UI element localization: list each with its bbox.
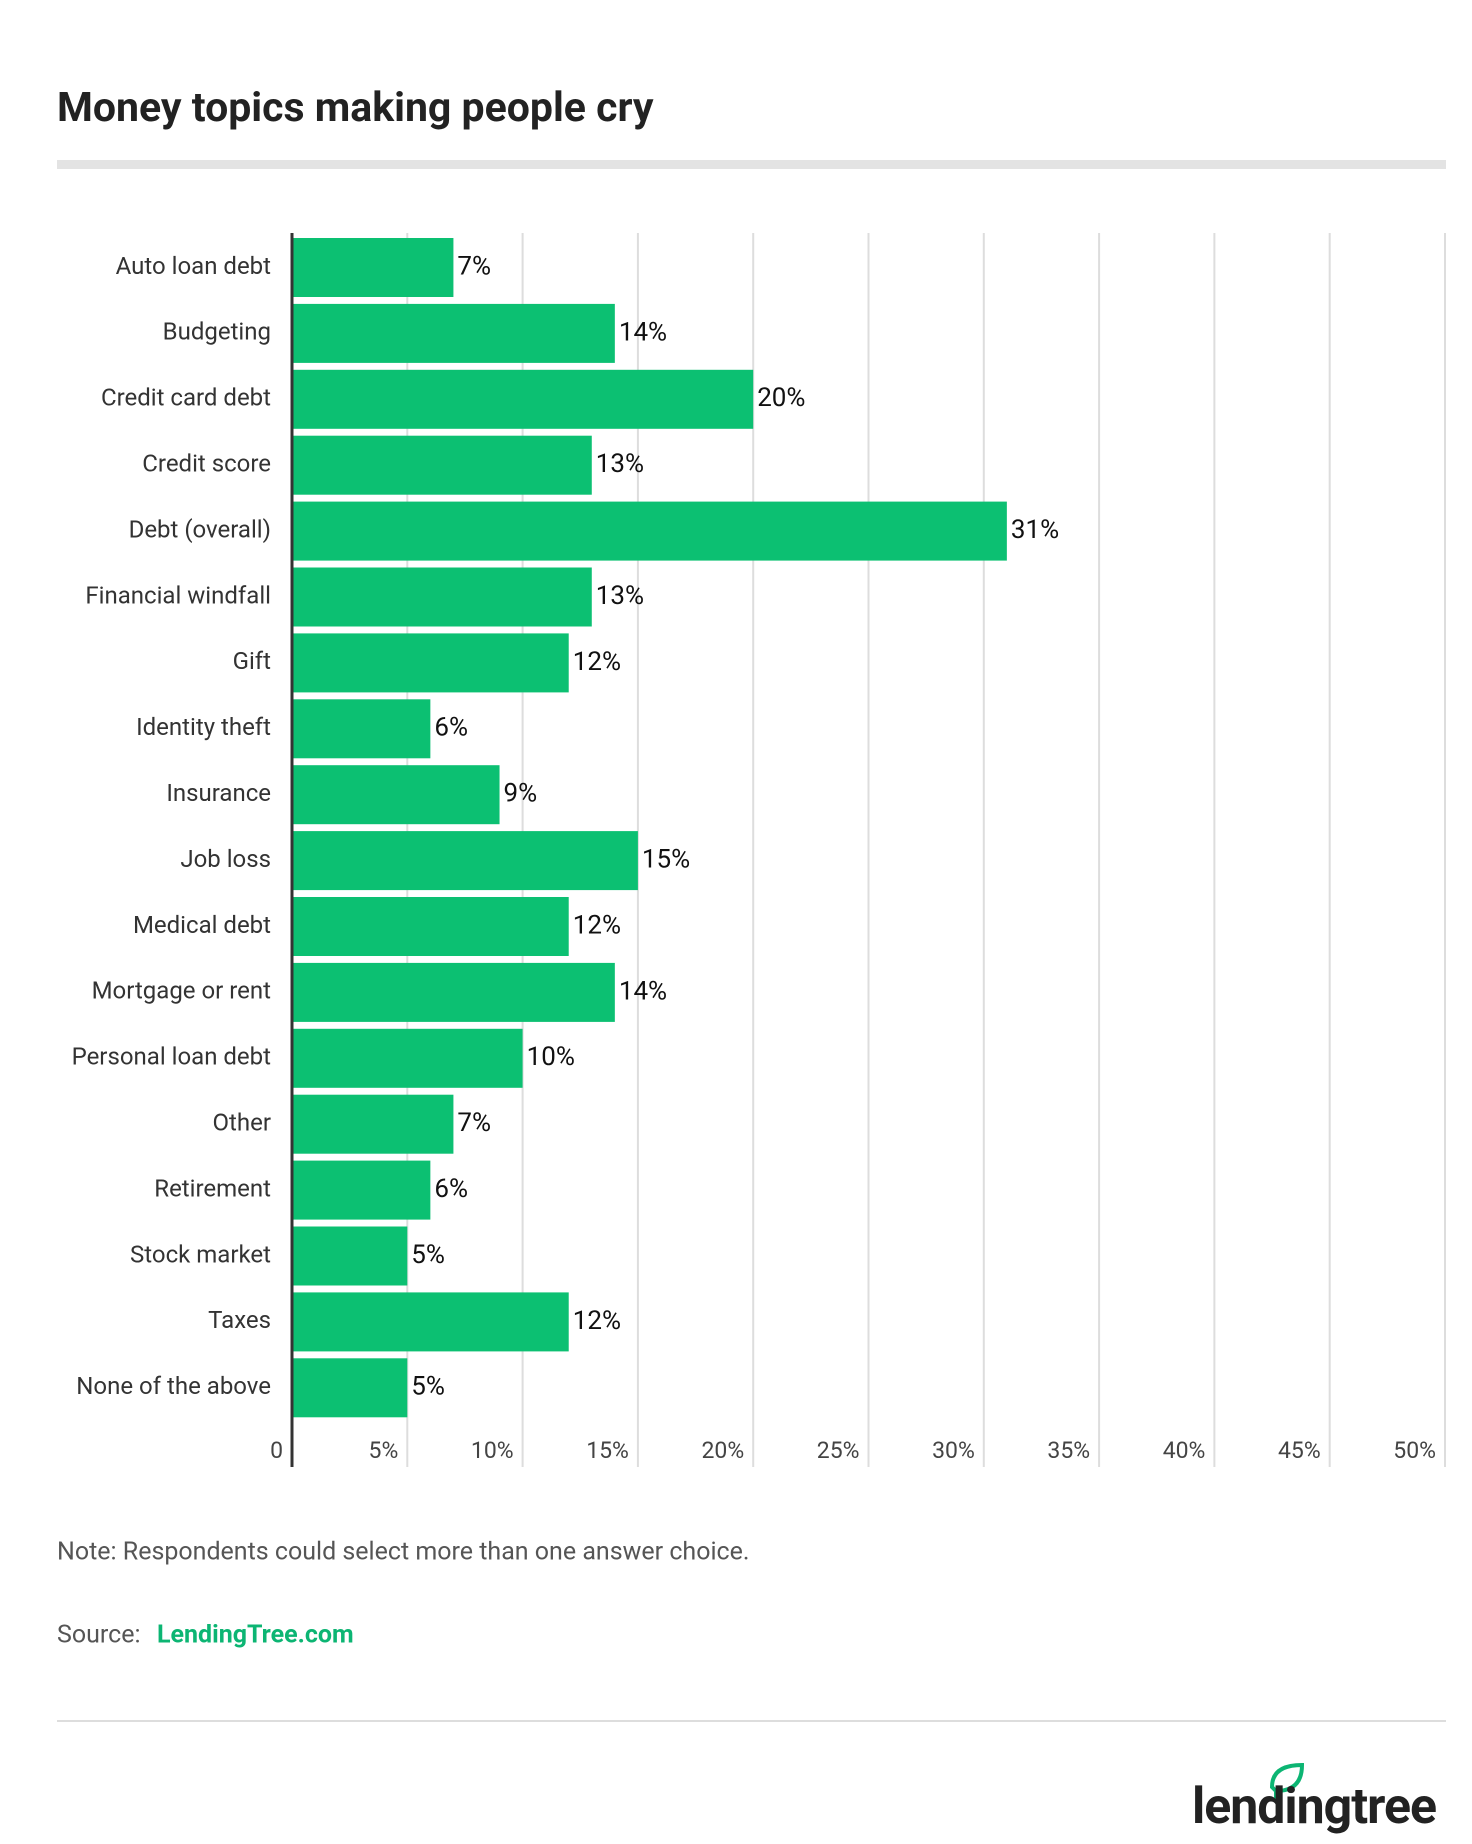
y-tick-label: Financial windfall <box>85 581 271 609</box>
value-label: 6% <box>434 713 468 743</box>
value-label: 31% <box>1011 515 1059 545</box>
x-tick-label: 40% <box>1163 1437 1206 1464</box>
bar <box>292 1028 523 1088</box>
bar <box>292 1094 454 1154</box>
y-tick-label: None of the above <box>76 1372 271 1400</box>
bar <box>292 699 431 759</box>
bar <box>292 633 569 693</box>
value-label: 9% <box>504 779 538 809</box>
bar <box>292 303 615 363</box>
note: Note: Respondents could select more than… <box>57 1538 749 1567</box>
y-tick-label: Retirement <box>154 1174 271 1202</box>
value-label: 14% <box>619 976 667 1006</box>
value-label: 10% <box>527 1042 575 1072</box>
bar <box>292 1358 408 1418</box>
y-tick-label: Personal loan debt <box>72 1043 272 1071</box>
bar <box>292 962 615 1022</box>
x-tick-label: 45% <box>1278 1437 1321 1464</box>
x-tick-label: 0 <box>270 1437 283 1464</box>
y-tick-label: Identity theft <box>136 713 271 741</box>
value-label: 6% <box>434 1174 468 1204</box>
value-label: 7% <box>457 251 491 281</box>
y-tick-label: Other <box>213 1109 271 1137</box>
value-label: 5% <box>411 1372 445 1402</box>
y-tick-label: Taxes <box>208 1306 271 1334</box>
source-label: Source: <box>57 1621 141 1650</box>
bar <box>292 1292 569 1352</box>
y-tick-label: Auto loan debt <box>116 252 272 280</box>
bar <box>292 765 500 825</box>
x-tick-label: 25% <box>817 1437 860 1464</box>
y-tick-label: Medical debt <box>133 911 271 939</box>
x-tick-label: 50% <box>1393 1437 1436 1464</box>
value-label: 12% <box>573 1306 621 1336</box>
y-tick-label: Budgeting <box>163 318 271 346</box>
y-tick-label: Credit card debt <box>101 384 271 412</box>
value-label: 5% <box>411 1240 445 1270</box>
value-label: 12% <box>573 647 621 677</box>
chart-title: Money topics making people cry <box>57 84 654 132</box>
y-tick-label: Credit score <box>142 450 271 478</box>
y-tick-label: Gift <box>233 647 272 675</box>
bar <box>292 238 454 297</box>
value-label: 12% <box>573 910 621 940</box>
value-label: 20% <box>757 383 805 413</box>
y-tick-label: Job loss <box>180 845 271 873</box>
bar <box>292 1160 431 1220</box>
value-label: 13% <box>596 581 644 611</box>
value-label: 14% <box>619 317 667 347</box>
x-tick-label: 20% <box>701 1437 744 1464</box>
footer-rule <box>57 1720 1446 1722</box>
bar <box>292 897 569 956</box>
bar <box>292 831 638 891</box>
y-tick-label: Debt (overall) <box>129 515 271 543</box>
logo-leaf <box>1269 1762 1305 1802</box>
bar <box>292 369 754 429</box>
logo: lendingtree <box>1192 1778 1436 1836</box>
y-tick-label: Stock market <box>130 1240 271 1268</box>
value-label: 13% <box>596 449 644 479</box>
value-label: 15% <box>642 844 690 874</box>
title-rule <box>57 160 1446 169</box>
x-tick-label: 10% <box>471 1437 514 1464</box>
source-link[interactable]: LendingTree.com <box>157 1621 354 1650</box>
y-tick-label: Insurance <box>166 779 271 807</box>
x-tick-label: 35% <box>1047 1437 1090 1464</box>
bar <box>292 1226 408 1286</box>
x-tick-label: 30% <box>932 1437 975 1464</box>
value-label: 7% <box>457 1108 491 1138</box>
x-tick-label: 5% <box>369 1437 399 1464</box>
x-tick-label: 15% <box>586 1437 629 1464</box>
bar <box>292 435 592 495</box>
bar <box>292 567 592 627</box>
y-tick-label: Mortgage or rent <box>92 977 272 1005</box>
bar <box>292 501 1007 561</box>
